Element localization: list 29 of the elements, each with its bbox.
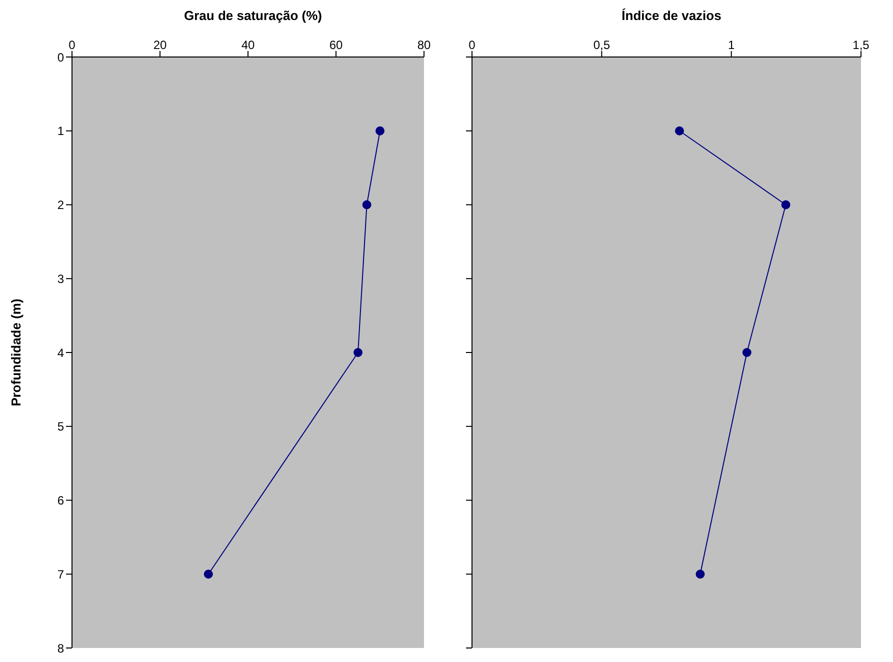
y-tick-label: 4 bbox=[57, 346, 64, 360]
x-tick-label: 1 bbox=[728, 38, 735, 52]
y-tick-label: 7 bbox=[57, 567, 64, 582]
y-tick-label: 3 bbox=[57, 272, 64, 286]
y-tick-label: 2 bbox=[57, 198, 64, 212]
x-tick-label: 80 bbox=[417, 38, 431, 52]
x-tick-label: 0,5 bbox=[593, 38, 610, 52]
y-tick-label: 6 bbox=[57, 494, 64, 508]
x-tick-label: 40 bbox=[241, 38, 255, 52]
point bbox=[354, 348, 362, 357]
y-axis-title: Profundidade (m) bbox=[8, 298, 24, 406]
x-axis-title: Índice de vazios bbox=[620, 8, 722, 25]
y-tick-label: 1 bbox=[57, 124, 64, 138]
point bbox=[376, 126, 384, 136]
x-tick-label: 60 bbox=[329, 38, 343, 52]
point bbox=[674, 126, 684, 136]
x-tick-label: 0 bbox=[68, 38, 76, 52]
y-tick-label: 0 bbox=[57, 50, 64, 64]
y-tick-label: 8 bbox=[57, 641, 64, 656]
point bbox=[204, 570, 213, 579]
x-tick-label: 1,5 bbox=[852, 38, 870, 52]
x-tick-label: 20 bbox=[153, 38, 167, 52]
x-tick-label: 0 bbox=[468, 38, 476, 52]
y-tick-label: 5 bbox=[57, 420, 64, 434]
point bbox=[696, 570, 705, 579]
point bbox=[781, 200, 790, 210]
point bbox=[742, 348, 752, 357]
x-axis-title: Grau de saturação (%) bbox=[183, 8, 323, 25]
point bbox=[362, 200, 372, 210]
